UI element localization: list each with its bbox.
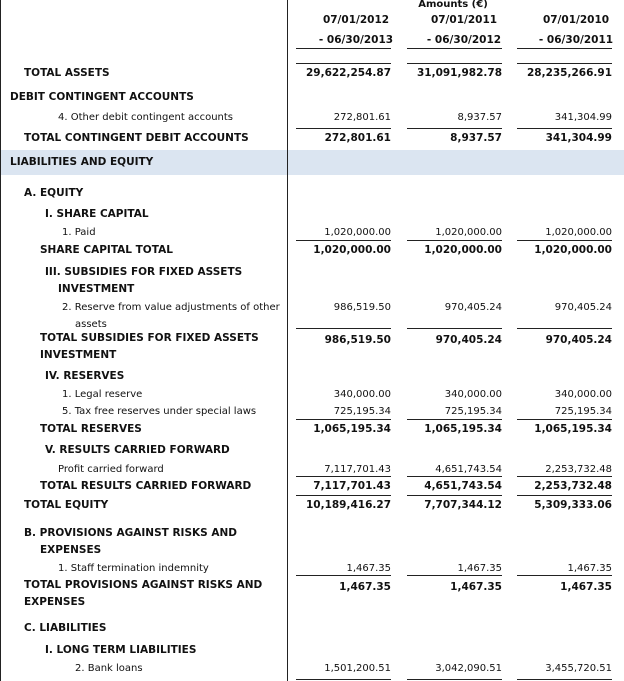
period-header: - 06/30/2013 xyxy=(319,34,393,46)
row-label: TOTAL ASSETS xyxy=(24,67,110,79)
row-label: INVESTMENT xyxy=(40,349,117,361)
row-label: DEBIT CONTINGENT ACCOUNTS xyxy=(10,91,194,103)
amount: 28,235,266.91 xyxy=(527,67,612,79)
amount: 1,467.35 xyxy=(457,563,502,574)
row-label: 1. Legal reserve xyxy=(62,389,142,400)
amount: 31,091,982.78 xyxy=(417,67,502,79)
row-label: IV. RESERVES xyxy=(45,370,124,382)
row-label: TOTAL PROVISIONS AGAINST RISKS AND xyxy=(24,579,263,591)
amount: 970,405.24 xyxy=(555,302,612,313)
amount: 8,937.57 xyxy=(450,132,502,144)
row-label: A. EQUITY xyxy=(24,187,84,199)
amount: 4,651,743.54 xyxy=(424,480,502,492)
row-label: SHARE CAPITAL TOTAL xyxy=(40,244,173,256)
row-label: assets xyxy=(75,319,107,330)
amount: 725,195.34 xyxy=(334,406,391,417)
period-header: - 06/30/2012 xyxy=(427,34,501,46)
amount: 1,467.35 xyxy=(560,581,612,593)
row-label: EXPENSES xyxy=(40,544,101,556)
amount: 272,801.61 xyxy=(334,112,391,123)
amount: 5,309,333.06 xyxy=(534,499,612,511)
amount: 725,195.34 xyxy=(445,406,502,417)
amount: 3,455,720.51 xyxy=(545,663,612,674)
row-label: TOTAL RESERVES xyxy=(40,423,142,435)
amount: 970,405.24 xyxy=(445,302,502,313)
row-label: TOTAL CONTINGENT DEBIT ACCOUNTS xyxy=(24,132,249,144)
amount: 1,467.35 xyxy=(567,563,612,574)
row-label: EXPENSES xyxy=(24,596,85,608)
amount: 1,020,000.00 xyxy=(545,227,612,238)
section-band xyxy=(0,150,624,175)
period-header: - 06/30/2011 xyxy=(539,34,613,46)
amount: 1,467.35 xyxy=(346,563,391,574)
amount: 7,707,344.12 xyxy=(424,499,502,511)
amount: 3,042,090.51 xyxy=(435,663,502,674)
amount: 1,501,200.51 xyxy=(324,663,391,674)
amount: 725,195.34 xyxy=(555,406,612,417)
row-label: TOTAL RESULTS CARRIED FORWARD xyxy=(40,480,252,492)
row-label: LIABILITIES AND EQUITY xyxy=(10,156,154,168)
amount: 341,304.99 xyxy=(546,132,612,144)
amount: 1,467.35 xyxy=(339,581,391,593)
amount: 986,519.50 xyxy=(325,334,391,346)
row-label: 2. Reserve from value adjustments of oth… xyxy=(62,302,281,313)
amount: 1,065,195.34 xyxy=(534,423,612,435)
amount: 2,253,732.48 xyxy=(534,480,612,492)
row-label: 5. Tax free reserves under special laws xyxy=(62,406,256,417)
row-label: TOTAL SUBSIDIES FOR FIXED ASSETS xyxy=(40,332,259,344)
amounts-label: Amounts (€) xyxy=(418,0,488,10)
amount: 1,020,000.00 xyxy=(424,244,502,256)
amount: 1,065,195.34 xyxy=(313,423,391,435)
amount: 341,304.99 xyxy=(555,112,612,123)
amount: 986,519.50 xyxy=(334,302,391,313)
row-label: TOTAL EQUITY xyxy=(24,499,109,511)
amount: 2,253,732.48 xyxy=(545,464,612,475)
period-header: 07/01/2011 xyxy=(431,14,497,26)
amount: 1,467.35 xyxy=(450,581,502,593)
row-label: 2. Bank loans xyxy=(75,663,143,674)
amount: 10,189,416.27 xyxy=(306,499,391,511)
period-header: 07/01/2012 xyxy=(323,14,389,26)
amount: 1,020,000.00 xyxy=(313,244,391,256)
amount: 7,117,701.43 xyxy=(313,480,391,492)
row-label: III. SUBSIDIES FOR FIXED ASSETS xyxy=(45,266,242,278)
row-label: B. PROVISIONS AGAINST RISKS AND xyxy=(24,527,237,539)
row-label: I. SHARE CAPITAL xyxy=(45,208,149,220)
amount: 7,117,701.43 xyxy=(324,464,391,475)
row-label: C. LIABILITIES xyxy=(24,622,106,634)
period-header: 07/01/2010 xyxy=(543,14,609,26)
row-label: V. RESULTS CARRIED FORWARD xyxy=(45,444,230,456)
amount: 970,405.24 xyxy=(436,334,502,346)
row-label: 1. Staff termination indemnity xyxy=(58,563,209,574)
amount: 1,065,195.34 xyxy=(424,423,502,435)
row-label: 4. Other debit contingent accounts xyxy=(58,112,233,123)
row-label: 1. Paid xyxy=(62,227,96,238)
row-label: I. LONG TERM LIABILITIES xyxy=(45,644,196,656)
amount: 4,651,743.54 xyxy=(435,464,502,475)
amount: 1,020,000.00 xyxy=(534,244,612,256)
amount: 1,020,000.00 xyxy=(435,227,502,238)
amount: 1,020,000.00 xyxy=(324,227,391,238)
amount: 340,000.00 xyxy=(334,389,391,400)
amount: 29,622,254.87 xyxy=(306,67,391,79)
amount: 970,405.24 xyxy=(546,334,612,346)
amount: 340,000.00 xyxy=(555,389,612,400)
row-label: Profit carried forward xyxy=(58,464,164,475)
row-label: INVESTMENT xyxy=(58,283,135,295)
amount: 272,801.61 xyxy=(325,132,391,144)
amount: 340,000.00 xyxy=(445,389,502,400)
amount: 8,937.57 xyxy=(457,112,502,123)
